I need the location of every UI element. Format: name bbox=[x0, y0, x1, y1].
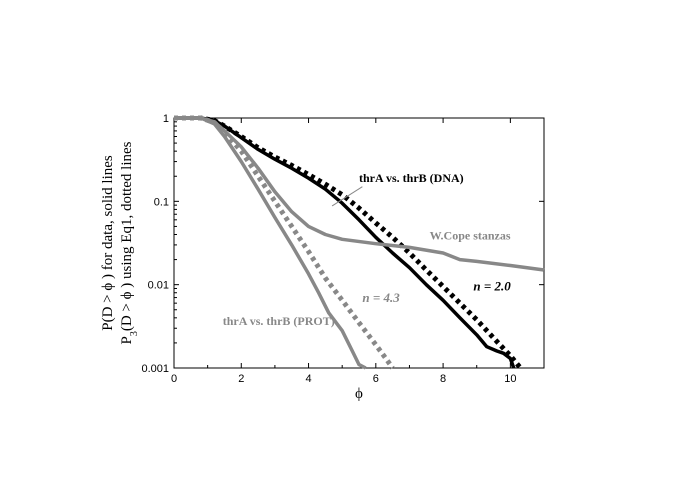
series-line-3 bbox=[174, 115, 395, 370]
y-tick-label: 1 bbox=[163, 113, 169, 125]
y-tick-label: 0.01 bbox=[148, 280, 169, 292]
plot-frame bbox=[173, 117, 545, 369]
series-line-4 bbox=[174, 116, 545, 272]
series-line-2 bbox=[174, 116, 367, 370]
series-line-0 bbox=[174, 116, 516, 369]
y-tick-label: 0.001 bbox=[141, 363, 169, 375]
x-tick-label: 4 bbox=[305, 373, 311, 385]
x-tick-label: 6 bbox=[373, 373, 379, 385]
y-axis-label-line2-sub: 3 bbox=[129, 331, 140, 336]
x-tick-label: 0 bbox=[171, 373, 177, 385]
y-axis-label-line2: P3(D > ϕ ) using Eq1, dotted lines bbox=[119, 141, 140, 344]
x-axis-label: ϕ bbox=[355, 386, 363, 402]
y-tick-label: 0.1 bbox=[154, 196, 169, 208]
series-group bbox=[174, 115, 545, 370]
series-line-1 bbox=[174, 115, 523, 370]
y-axis-label-line2-prefix: P bbox=[119, 336, 135, 344]
y-axis-label-line1: P(D > ϕ ) for data, solid lines bbox=[100, 155, 116, 331]
annotation-label: n = 2.0 bbox=[473, 279, 511, 294]
x-tick-label: 10 bbox=[504, 373, 516, 385]
annotations-group: thrA vs. thrB (DNA) W.Cope stanzas n = 2.0… bbox=[223, 171, 511, 328]
x-tick-label: 2 bbox=[238, 373, 244, 385]
annotation-label: n = 4.3 bbox=[362, 290, 400, 305]
annotation-label: thrA vs. thrB (PROT) bbox=[223, 314, 335, 328]
plot-border bbox=[173, 117, 545, 369]
axis-ticks: 0 2 4 6 8 10 0.001 0.01 0.1 1 bbox=[141, 113, 544, 385]
annotation-label: thrA vs. thrB (DNA) bbox=[359, 171, 464, 185]
annotation-pointer-line bbox=[331, 186, 363, 207]
x-tick-label: 8 bbox=[440, 373, 446, 385]
y-axis-label-line2-rest: (D > ϕ ) using Eq1, dotted lines bbox=[119, 141, 135, 331]
annotation-label: W.Cope stanzas bbox=[430, 228, 511, 242]
